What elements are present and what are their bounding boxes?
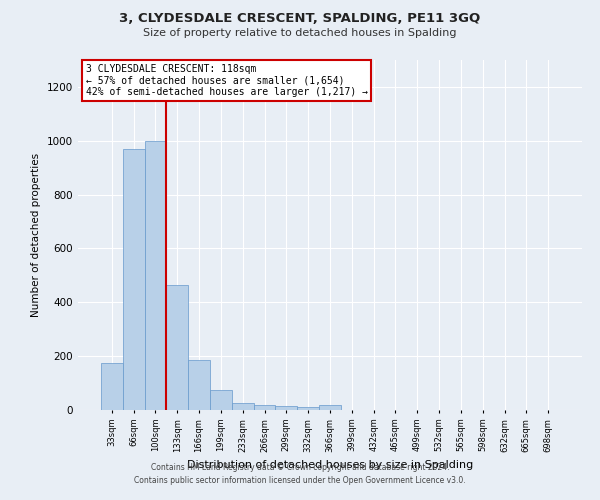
Text: Contains public sector information licensed under the Open Government Licence v3: Contains public sector information licen…: [134, 476, 466, 485]
Bar: [210, 390, 232, 410]
Bar: [232, 404, 254, 410]
Bar: [188, 360, 210, 410]
Text: Size of property relative to detached houses in Spalding: Size of property relative to detached ho…: [143, 28, 457, 38]
X-axis label: Distribution of detached houses by size in Spalding: Distribution of detached houses by size …: [187, 460, 473, 470]
Bar: [275, 406, 297, 410]
Text: 3 CLYDESDALE CRESCENT: 118sqm
← 57% of detached houses are smaller (1,654)
42% o: 3 CLYDESDALE CRESCENT: 118sqm ← 57% of d…: [86, 64, 368, 96]
Bar: [101, 363, 123, 410]
Y-axis label: Number of detached properties: Number of detached properties: [31, 153, 41, 317]
Bar: [166, 285, 188, 410]
Text: 3, CLYDESDALE CRESCENT, SPALDING, PE11 3GQ: 3, CLYDESDALE CRESCENT, SPALDING, PE11 3…: [119, 12, 481, 26]
Bar: [254, 404, 275, 410]
Bar: [297, 408, 319, 410]
Bar: [319, 404, 341, 410]
Text: Contains HM Land Registry data © Crown copyright and database right 2024.: Contains HM Land Registry data © Crown c…: [151, 464, 449, 472]
Bar: [145, 141, 166, 410]
Bar: [123, 149, 145, 410]
